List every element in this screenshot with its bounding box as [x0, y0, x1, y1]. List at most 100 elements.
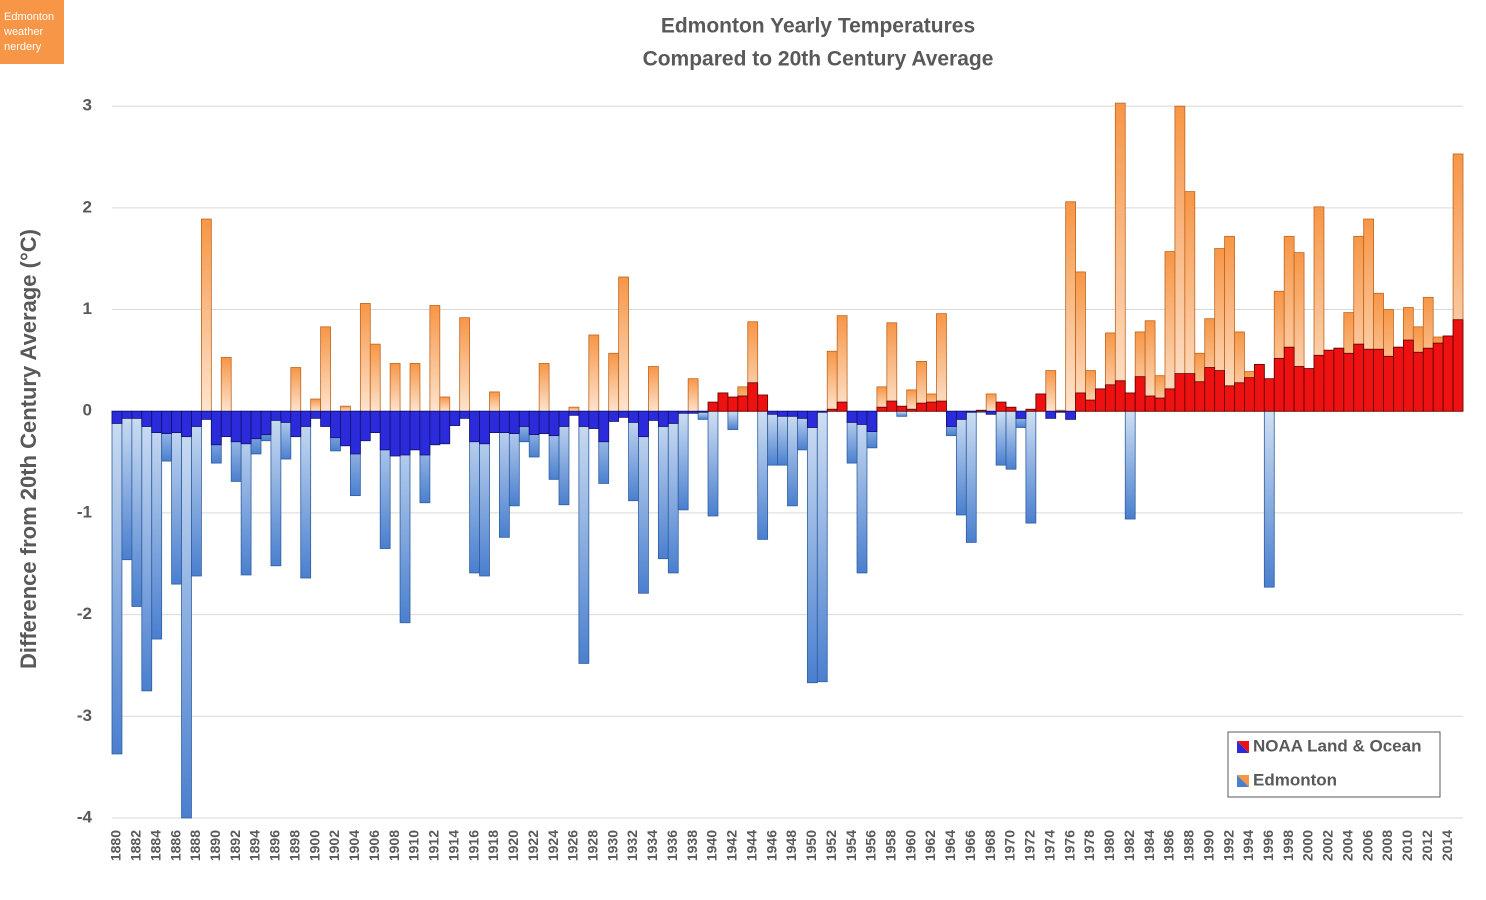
bar: [300, 410, 312, 427]
bar: [379, 410, 391, 451]
bar: [955, 410, 967, 516]
bar: [141, 410, 153, 692]
bar: [618, 410, 629, 418]
bar: [191, 410, 202, 427]
bar: [1075, 271, 1086, 412]
x-tick-label: 1956: [863, 830, 879, 861]
bar: [399, 410, 411, 456]
bar: [618, 276, 629, 412]
x-tick-label: 1944: [743, 830, 759, 861]
bar: [757, 410, 769, 540]
bar: [240, 410, 252, 445]
bar: [111, 410, 123, 424]
bar: [409, 363, 421, 412]
bar: [300, 410, 312, 579]
bar: [787, 410, 798, 507]
bar: [1184, 373, 1196, 412]
legend-label: Edmonton: [1253, 770, 1337, 789]
bar: [578, 410, 590, 664]
bar: [856, 410, 868, 574]
bar: [995, 410, 1007, 466]
bar: [121, 410, 133, 561]
bar: [876, 406, 888, 412]
bar: [161, 410, 173, 435]
bar: [439, 396, 451, 412]
bar: [330, 410, 341, 439]
x-tick-label: 1950: [803, 830, 819, 861]
bar: [1263, 410, 1275, 588]
x-tick-label: 1890: [207, 830, 223, 861]
bar: [906, 389, 918, 412]
bar: [985, 393, 997, 412]
x-tick-label: 1924: [545, 830, 561, 861]
x-tick-label: 1964: [942, 830, 958, 861]
x-tick-label: 1916: [465, 830, 481, 861]
bar: [787, 410, 798, 417]
x-tick-label: 1882: [128, 830, 144, 861]
bar: [697, 410, 709, 413]
bar: [1383, 355, 1394, 412]
bar: [1085, 399, 1096, 412]
bar: [1124, 392, 1136, 412]
bar: [280, 410, 292, 423]
x-tick-label: 1938: [684, 830, 700, 861]
bar: [548, 410, 560, 437]
x-tick-label: 1974: [1041, 830, 1057, 861]
bar: [727, 410, 739, 430]
x-tick-label: 1978: [1081, 830, 1097, 861]
x-tick-label: 1932: [624, 830, 640, 861]
x-tick-label: 1896: [267, 830, 283, 861]
bar: [985, 410, 997, 415]
y-tick-label: -2: [77, 604, 92, 623]
bar: [777, 410, 788, 466]
x-tick-label: 1918: [485, 830, 501, 861]
bar: [975, 409, 987, 412]
bar: [350, 410, 361, 455]
y-tick-label: -4: [77, 807, 93, 826]
x-tick-label: 2010: [1399, 830, 1415, 861]
bar: [816, 410, 828, 683]
bar: [191, 410, 202, 577]
bar: [1422, 347, 1434, 412]
bar: [558, 410, 570, 427]
bar: [131, 410, 143, 607]
bar: [1204, 367, 1216, 412]
x-tick-label: 1954: [843, 830, 859, 861]
bar: [1363, 348, 1374, 412]
bar: [826, 408, 838, 412]
bar: [856, 410, 868, 425]
bar: [1412, 351, 1424, 412]
bar: [1323, 349, 1335, 412]
bar: [1313, 354, 1325, 412]
bar: [1104, 384, 1116, 412]
bar: [648, 410, 659, 421]
legend-label: NOAA Land & Ocean: [1253, 736, 1421, 755]
bar: [340, 405, 351, 412]
x-tick-label: 1920: [505, 830, 521, 861]
x-tick-label: 1966: [962, 830, 978, 861]
bar: [141, 410, 153, 427]
bar: [429, 305, 441, 412]
bar: [1333, 347, 1345, 412]
bar: [320, 410, 331, 427]
bar: [320, 326, 331, 412]
x-tick-label: 1992: [1220, 830, 1236, 861]
bar: [260, 410, 272, 436]
bar: [936, 313, 947, 412]
x-tick-label: 1922: [525, 830, 541, 861]
bar: [667, 410, 679, 424]
x-tick-label: 1968: [982, 830, 998, 861]
bar: [1402, 339, 1414, 412]
bar: [290, 367, 302, 412]
x-tick-label: 1948: [783, 830, 799, 861]
bar: [439, 410, 451, 445]
bar: [1005, 410, 1017, 470]
bar: [1283, 346, 1295, 412]
bar: [1174, 373, 1186, 412]
x-tick-label: 1926: [565, 830, 581, 861]
bar: [677, 410, 689, 414]
bar: [797, 410, 808, 419]
bar: [1045, 410, 1057, 419]
badge-text: Edmonton: [4, 11, 54, 23]
